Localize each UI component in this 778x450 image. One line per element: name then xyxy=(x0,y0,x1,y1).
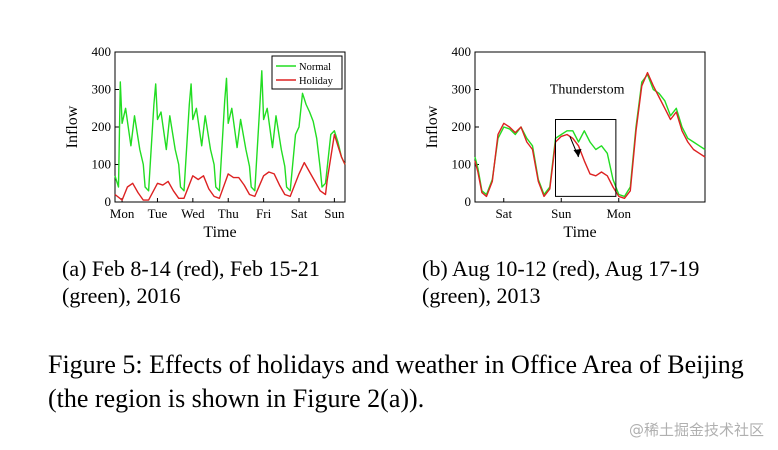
chart-b: 0 100 200 300 400 Sat Sun Mon Inflow Time Thunder… xyxy=(424,44,706,241)
series-line-aug-17-19 xyxy=(474,73,706,198)
y-tick-label: 100 xyxy=(452,157,472,172)
legend-label: Holiday xyxy=(299,76,334,87)
y-tick-label: 200 xyxy=(92,119,112,134)
x-tick-label: Tue xyxy=(148,206,168,221)
x-tick-label: Sat xyxy=(495,206,512,221)
subcaption-a: (a) Feb 8-14 (red), Feb 15-21 (green), 2… xyxy=(62,256,320,308)
annotation-label: Thunderstom xyxy=(550,82,625,97)
y-tick-label: 200 xyxy=(452,119,472,134)
y-axis-label: Inflow xyxy=(424,105,441,148)
legend-label: Normal xyxy=(299,62,331,73)
x-axis-label: Time xyxy=(563,224,596,241)
y-tick-label: 300 xyxy=(452,82,472,97)
x-tick-label: Sun xyxy=(324,206,345,221)
x-tick-label: Thu xyxy=(218,206,239,221)
subcaption-b: (b) Aug 10-12 (red), Aug 17-19 (green), … xyxy=(422,256,700,308)
series-line-normal xyxy=(114,70,346,192)
x-tick-label: Mon xyxy=(110,206,135,221)
y-tick-label: 400 xyxy=(92,44,112,59)
series-line-aug-10-12 xyxy=(474,71,706,200)
y-tick-label: 400 xyxy=(452,44,472,59)
y-tick-label: 0 xyxy=(465,194,472,209)
y-tick-label: 0 xyxy=(105,194,112,209)
legend-box xyxy=(271,55,343,90)
y-tick-label: 100 xyxy=(92,157,112,172)
x-tick-label: Fri xyxy=(256,206,272,221)
watermark: @稀土掘金技术社区 xyxy=(628,421,764,439)
y-axis-label: Inflow xyxy=(64,105,81,148)
x-tick-label: Mon xyxy=(606,206,631,221)
annotation-arrowhead xyxy=(573,149,582,157)
x-axis-label: Time xyxy=(203,224,236,241)
series-line-holiday xyxy=(114,133,346,201)
x-tick-label: Wed xyxy=(181,206,205,221)
y-tick-label: 300 xyxy=(92,82,112,97)
x-tick-label: Sat xyxy=(291,206,308,221)
thunderstorm-box xyxy=(555,119,617,197)
x-tick-label: Sun xyxy=(551,206,572,221)
chart-a: 0 100 200 300 400 Mon Tue Wed Thu Fri Sat Sun Inflow… xyxy=(64,44,346,241)
figure-caption: Figure 5: Effects of holidays and weathe… xyxy=(48,350,744,413)
